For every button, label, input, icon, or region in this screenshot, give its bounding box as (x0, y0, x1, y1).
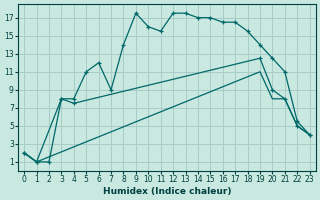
X-axis label: Humidex (Indice chaleur): Humidex (Indice chaleur) (103, 187, 231, 196)
